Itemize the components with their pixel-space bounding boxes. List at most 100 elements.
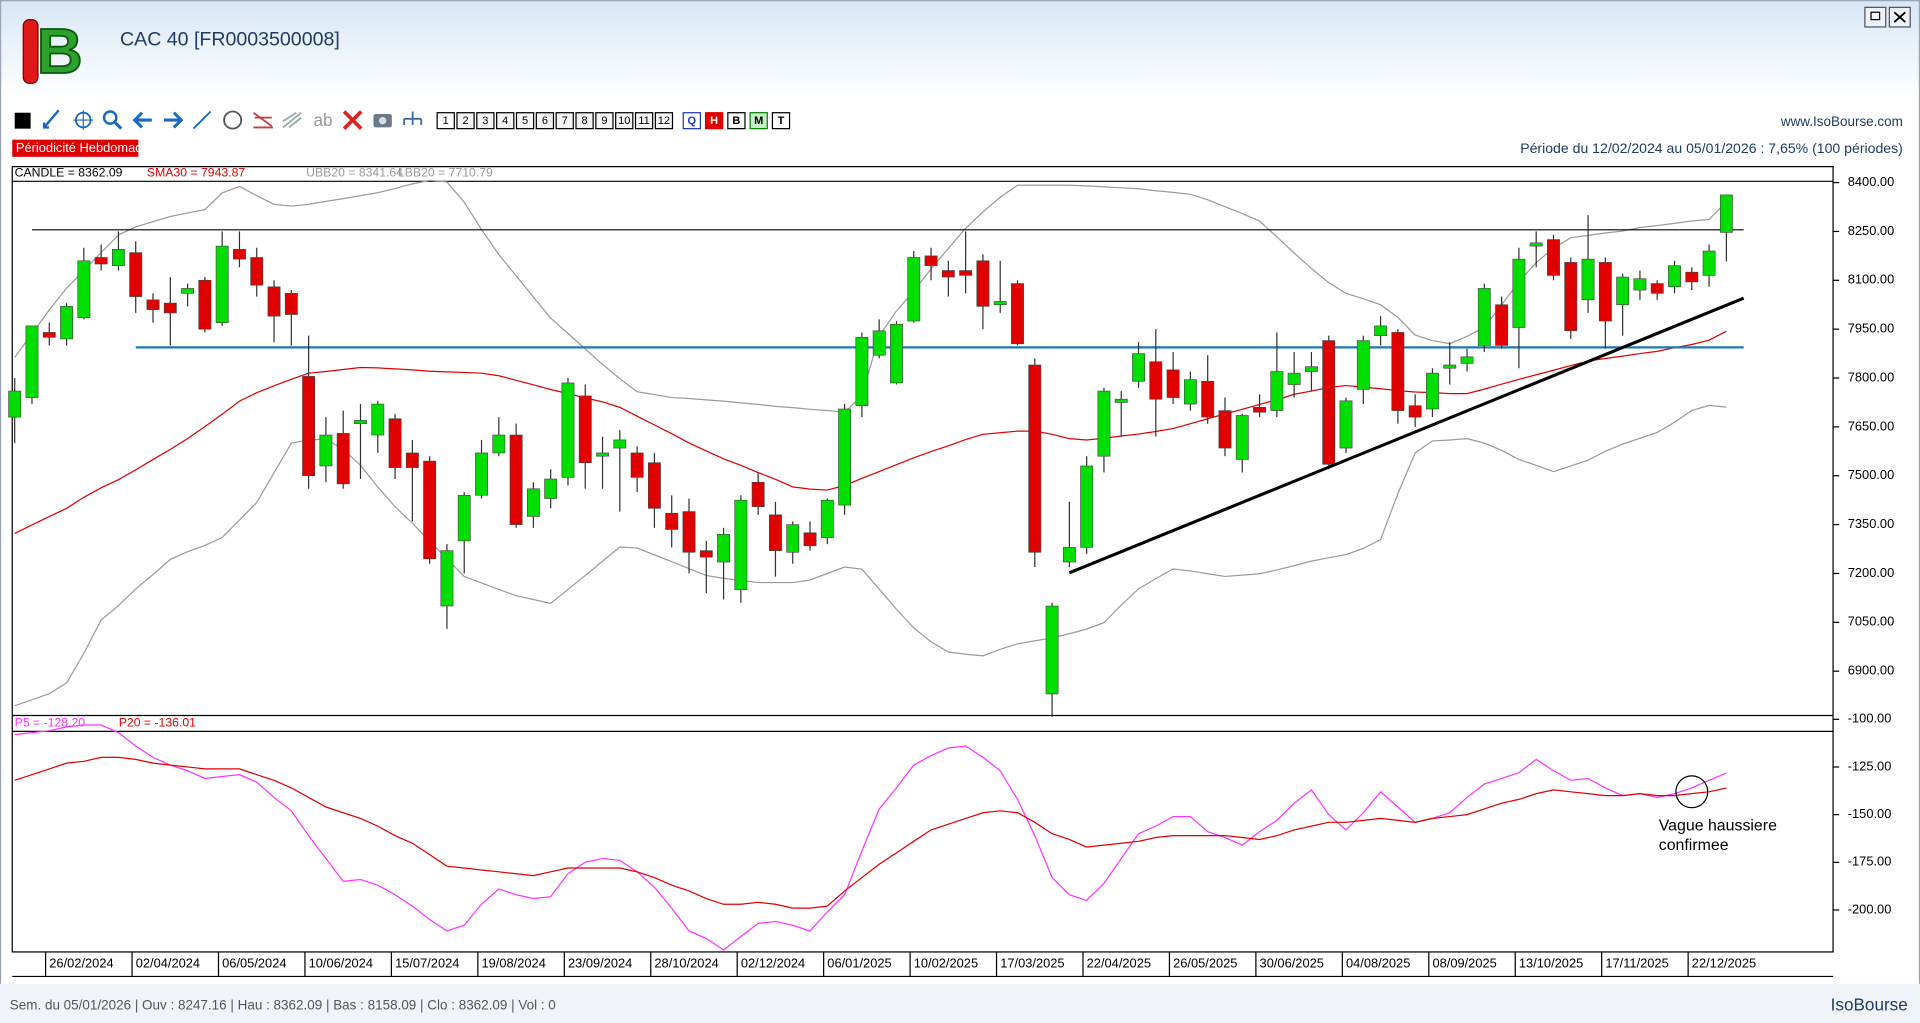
logo: B xyxy=(22,15,84,88)
candle-body xyxy=(302,376,316,477)
candle-body xyxy=(354,420,367,424)
candle-body xyxy=(1391,332,1405,411)
zoom-tool[interactable] xyxy=(102,110,118,125)
candle-body xyxy=(1305,366,1318,372)
indicator-line xyxy=(14,724,1727,951)
candle-body xyxy=(129,252,143,297)
candle-body xyxy=(1702,250,1716,276)
legend-entry: LBB20 = 7710.79 xyxy=(398,166,493,180)
candle-body xyxy=(924,255,938,266)
candle-body xyxy=(1685,271,1699,283)
y-tick-label: 7650.00 xyxy=(1848,418,1894,433)
fib-tool[interactable] xyxy=(252,111,274,129)
candle-body xyxy=(1080,465,1094,548)
candle-body xyxy=(1011,283,1024,345)
candle-body xyxy=(198,279,212,330)
candle-body xyxy=(1270,371,1284,411)
period-info: Période du 12/02/2024 au 05/01/2026 : 7,… xyxy=(1520,140,1903,156)
period-button[interactable] xyxy=(476,112,495,130)
x-tick-label: 17/03/2025 xyxy=(1000,956,1064,971)
candle-body xyxy=(1183,379,1197,405)
period-button[interactable] xyxy=(654,112,674,130)
y-tick-label: 7200.00 xyxy=(1848,565,1894,580)
indicator-line xyxy=(14,179,1727,413)
candle-body xyxy=(1512,258,1526,328)
legend-entry: CANDLE = 8362.09 xyxy=(15,166,123,180)
period-button[interactable] xyxy=(436,112,455,130)
x-tick-label: 06/01/2025 xyxy=(827,956,891,971)
color-tool[interactable] xyxy=(14,112,31,129)
draw-tool[interactable] xyxy=(42,109,60,129)
legend-entry: SMA30 = 7943.87 xyxy=(147,166,245,180)
x-tick-label: 10/02/2025 xyxy=(914,956,978,971)
period-label: 2 xyxy=(462,115,468,127)
logo-bar xyxy=(22,18,39,84)
x-tick-label: 04/08/2025 xyxy=(1346,956,1410,971)
period-button[interactable] xyxy=(456,112,475,130)
period-button[interactable] xyxy=(515,112,535,130)
mode-label: H xyxy=(710,115,718,127)
candle-body xyxy=(993,301,1007,306)
candle-body xyxy=(8,390,22,418)
x-tick-label: 02/04/2024 xyxy=(136,956,200,971)
period-button[interactable] xyxy=(575,112,594,130)
candle-body xyxy=(509,434,523,525)
site-link[interactable]: www.IsoBourse.com xyxy=(1780,114,1903,129)
mode-button[interactable] xyxy=(749,112,768,130)
period-label: 9 xyxy=(601,115,607,127)
text-tool[interactable]: ab xyxy=(313,110,332,130)
candle-body xyxy=(699,550,713,558)
candle-body xyxy=(1097,390,1111,457)
mode-button[interactable] xyxy=(727,112,746,130)
candle-body xyxy=(1443,364,1457,369)
candle-body xyxy=(1633,278,1647,291)
candle-body xyxy=(1028,364,1042,553)
candle-body xyxy=(1581,258,1595,301)
candle-body xyxy=(112,249,125,266)
tree-tool[interactable] xyxy=(403,111,423,125)
candle-body xyxy=(319,434,333,467)
channel-tool[interactable] xyxy=(282,111,302,129)
candle-body xyxy=(60,306,73,340)
candle-body xyxy=(1495,304,1509,346)
candle-body xyxy=(561,382,575,478)
period-button[interactable] xyxy=(595,112,614,130)
camera-lens xyxy=(378,117,387,125)
legend-entry: P5 = -128.20 xyxy=(15,716,86,730)
candle-body xyxy=(440,550,454,607)
candle-body xyxy=(1650,283,1664,294)
restore-button[interactable] xyxy=(1864,6,1887,28)
indicator-line xyxy=(14,756,1727,909)
delete-tool[interactable] xyxy=(342,110,363,130)
candle-body xyxy=(77,260,91,319)
period-label: 11 xyxy=(638,115,649,127)
candle-body xyxy=(233,249,246,260)
period-button[interactable] xyxy=(634,112,654,130)
mode-button[interactable] xyxy=(704,112,724,130)
period-button[interactable] xyxy=(496,112,515,130)
mode-button[interactable] xyxy=(682,112,702,130)
x-tick-label: 10/06/2024 xyxy=(309,956,373,971)
circle-tool[interactable] xyxy=(223,110,243,130)
back-tool[interactable] xyxy=(132,111,152,129)
logo-letter: B xyxy=(37,16,83,87)
forward-tool[interactable] xyxy=(164,111,184,129)
candle-body xyxy=(1460,356,1474,364)
y-tick-label: 7500.00 xyxy=(1848,467,1894,482)
period-button[interactable] xyxy=(535,112,555,130)
period-button[interactable] xyxy=(615,112,634,130)
candle-body xyxy=(181,288,195,294)
mode-button[interactable] xyxy=(771,112,791,130)
candle-body xyxy=(1374,325,1388,336)
y-tick-label: -125.00 xyxy=(1848,758,1892,773)
candle-body xyxy=(907,257,921,322)
candle-body xyxy=(475,452,488,496)
period-button[interactable] xyxy=(555,112,574,130)
line-tool[interactable] xyxy=(192,110,212,130)
candle-body xyxy=(941,270,955,278)
candle-body xyxy=(734,499,748,591)
candle-body xyxy=(665,512,679,530)
indicator-line xyxy=(14,404,1727,707)
window-buttons[interactable] xyxy=(1864,6,1911,28)
y-tick-label: 7950.00 xyxy=(1848,321,1894,336)
